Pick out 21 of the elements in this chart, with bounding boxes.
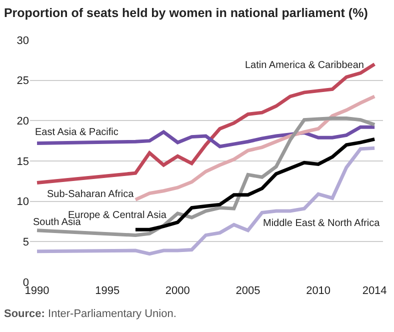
y-tick-label: 5	[22, 236, 29, 249]
x-tick-label: 1990	[24, 285, 50, 297]
y-tick-label: 30	[16, 34, 29, 47]
line-series	[35, 62, 376, 185]
x-tick-label: 2000	[165, 285, 190, 297]
x-tick-label: 2010	[306, 285, 331, 297]
series-label: Sub-Saharan Africa	[47, 189, 134, 200]
y-tick-label: 15	[16, 156, 29, 168]
series-label: Middle East & North Africa	[263, 218, 380, 229]
y-tick-label: 20	[16, 116, 29, 128]
line-series	[134, 94, 376, 202]
y-tick-label: 10	[16, 196, 29, 208]
chart-title: Proportion of seats held by women in national parliament (%)	[4, 6, 368, 20]
x-tick-label: 2005	[236, 285, 260, 297]
source-note: Source: Inter-Parliamentary Union.	[4, 308, 176, 320]
y-tick-label: 25	[16, 75, 29, 88]
series-label: Latin America & Caribbean	[245, 60, 364, 71]
line-series	[35, 125, 376, 148]
x-tick-label: 1995	[95, 285, 120, 297]
x-tick-label: 2014	[362, 285, 387, 297]
series-label: East Asia & Pacific	[35, 127, 118, 138]
